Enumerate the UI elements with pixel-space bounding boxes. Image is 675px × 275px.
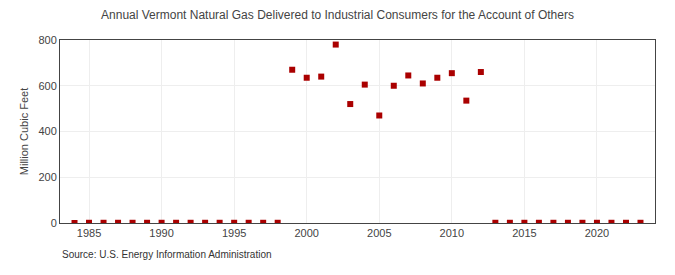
svg-text:1995: 1995 (222, 227, 246, 239)
svg-text:2000: 2000 (294, 227, 318, 239)
svg-text:1985: 1985 (77, 227, 101, 239)
svg-text:800: 800 (38, 34, 56, 46)
svg-text:2020: 2020 (585, 227, 609, 239)
svg-text:Annual Vermont Natural Gas Del: Annual Vermont Natural Gas Delivered to … (101, 8, 574, 22)
svg-text:1990: 1990 (149, 227, 173, 239)
svg-text:2010: 2010 (440, 227, 464, 239)
svg-text:600: 600 (38, 80, 56, 92)
svg-text:200: 200 (38, 171, 56, 183)
svg-text:400: 400 (38, 125, 56, 137)
svg-text:2005: 2005 (367, 227, 391, 239)
svg-text:Source: U.S. Energy Informatio: Source: U.S. Energy Information Administ… (62, 249, 272, 260)
svg-text:Million Cubic Feet: Million Cubic Feet (18, 88, 30, 175)
svg-text:0: 0 (51, 217, 57, 229)
svg-text:2015: 2015 (512, 227, 536, 239)
